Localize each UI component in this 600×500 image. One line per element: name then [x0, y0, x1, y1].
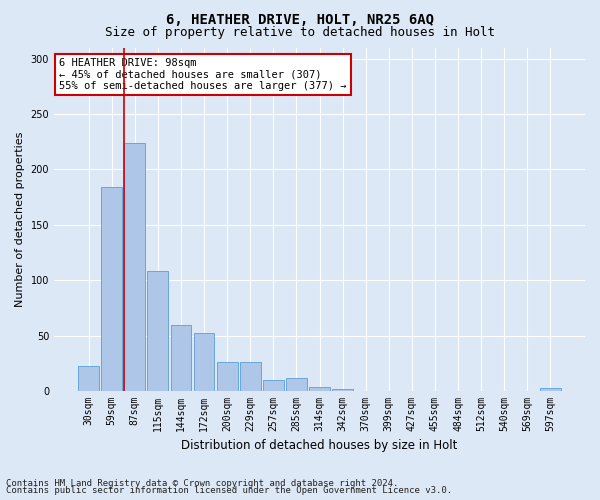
Bar — [194, 334, 214, 391]
Bar — [217, 362, 238, 391]
Text: 6, HEATHER DRIVE, HOLT, NR25 6AQ: 6, HEATHER DRIVE, HOLT, NR25 6AQ — [166, 12, 434, 26]
Text: Contains public sector information licensed under the Open Government Licence v3: Contains public sector information licen… — [6, 486, 452, 495]
Bar — [101, 187, 122, 391]
Bar — [286, 378, 307, 391]
Bar — [78, 366, 99, 391]
Bar — [240, 362, 260, 391]
Bar — [124, 143, 145, 391]
Bar — [540, 388, 561, 391]
Bar — [309, 386, 330, 391]
X-axis label: Distribution of detached houses by size in Holt: Distribution of detached houses by size … — [181, 440, 458, 452]
Text: 6 HEATHER DRIVE: 98sqm
← 45% of detached houses are smaller (307)
55% of semi-de: 6 HEATHER DRIVE: 98sqm ← 45% of detached… — [59, 58, 347, 91]
Text: Size of property relative to detached houses in Holt: Size of property relative to detached ho… — [105, 26, 495, 39]
Text: Contains HM Land Registry data © Crown copyright and database right 2024.: Contains HM Land Registry data © Crown c… — [6, 478, 398, 488]
Y-axis label: Number of detached properties: Number of detached properties — [15, 132, 25, 307]
Bar — [332, 389, 353, 391]
Bar — [170, 324, 191, 391]
Bar — [148, 272, 168, 391]
Bar — [263, 380, 284, 391]
